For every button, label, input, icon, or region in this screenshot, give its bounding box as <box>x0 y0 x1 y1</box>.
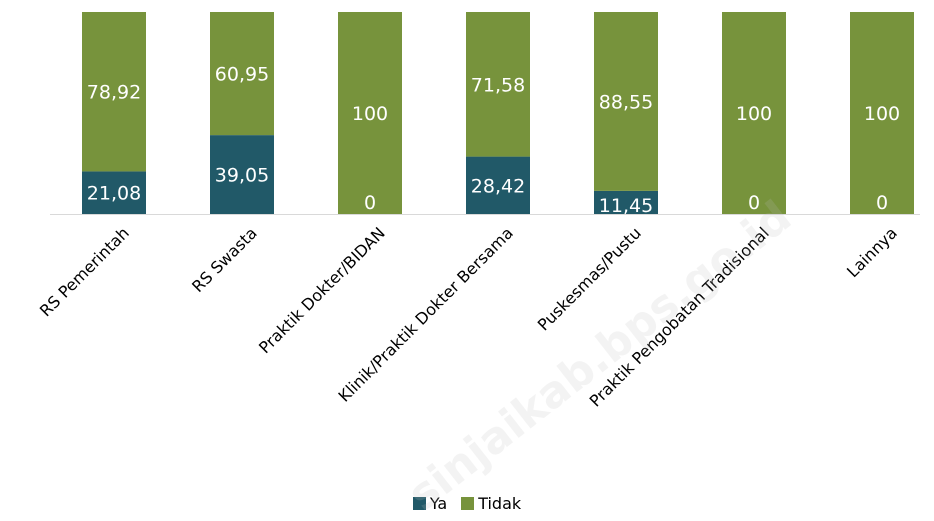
data-label-ya-praktik-dokter-bidan: 0 <box>364 192 376 214</box>
bar-ya-klinik-praktik-dokter-bersama <box>466 156 530 214</box>
bar-labels-group: 21,08 78,92 39,05 60,95 0 100 28,42 71,58 11,45 8… <box>87 64 900 217</box>
bar-ya-rs-pemerintah <box>82 171 146 214</box>
stacked-bar-chart: 21,08 78,92 39,05 60,95 0 100 28,42 71,58 11,45 8… <box>36 12 920 411</box>
bar-tidak-rs-swasta <box>210 12 274 136</box>
data-label-ya-klinik-praktik-dokter-bersama: 28,42 <box>471 175 525 197</box>
bars-group <box>82 12 914 214</box>
data-label-tidak-praktik-pengobatan-tradisional: 100 <box>736 103 772 125</box>
legend-swatch-ya <box>412 497 426 510</box>
x-tick-label-praktik-dokter-bidan: Praktik Dokter/BIDAN <box>255 223 389 357</box>
bar-tidak-rs-pemerintah <box>82 12 146 172</box>
data-label-tidak-praktik-dokter-bidan: 100 <box>352 103 388 125</box>
legend-label-tidak: Tidak <box>478 494 522 513</box>
data-label-ya-lainnya: 0 <box>876 192 888 214</box>
x-tick-label-lainnya: Lainnya <box>843 223 901 281</box>
data-label-tidak-puskesmas-pustu: 88,55 <box>599 91 653 113</box>
x-tick-label-puskesmas-pustu: Puskesmas/Pustu <box>534 223 645 334</box>
legend: Ya Tidak <box>0 494 934 513</box>
data-label-tidak-lainnya: 100 <box>864 103 900 125</box>
legend-swatch-tidak <box>461 497 475 510</box>
data-label-ya-rs-swasta: 39,05 <box>215 165 269 187</box>
bar-tidak-praktik-pengobatan-tradisional <box>722 12 786 214</box>
data-label-ya-praktik-pengobatan-tradisional: 0 <box>748 192 760 214</box>
data-label-ya-rs-pemerintah: 21,08 <box>87 183 141 205</box>
legend-label-ya: Ya <box>429 494 448 513</box>
data-label-tidak-klinik-praktik-dokter-bersama: 71,58 <box>471 74 525 96</box>
legend-item-tidak: Tidak <box>461 494 521 513</box>
bar-tidak-lainnya <box>850 12 914 214</box>
data-label-tidak-rs-swasta: 60,95 <box>215 64 269 86</box>
x-tick-label-rs-pemerintah: RS Pemerintah <box>36 223 133 320</box>
legend-item-ya: Ya <box>412 494 448 513</box>
bar-tidak-puskesmas-pustu <box>594 12 658 191</box>
bar-tidak-klinik-praktik-dokter-bersama <box>466 12 530 157</box>
data-label-ya-puskesmas-pustu: 11,45 <box>599 195 653 217</box>
bar-tidak-praktik-dokter-bidan <box>338 12 402 214</box>
bar-ya-puskesmas-pustu <box>594 190 658 214</box>
bar-ya-rs-swasta <box>210 135 274 214</box>
x-tick-label-rs-swasta: RS Swasta <box>188 223 261 296</box>
data-label-tidak-rs-pemerintah: 78,92 <box>87 82 141 104</box>
